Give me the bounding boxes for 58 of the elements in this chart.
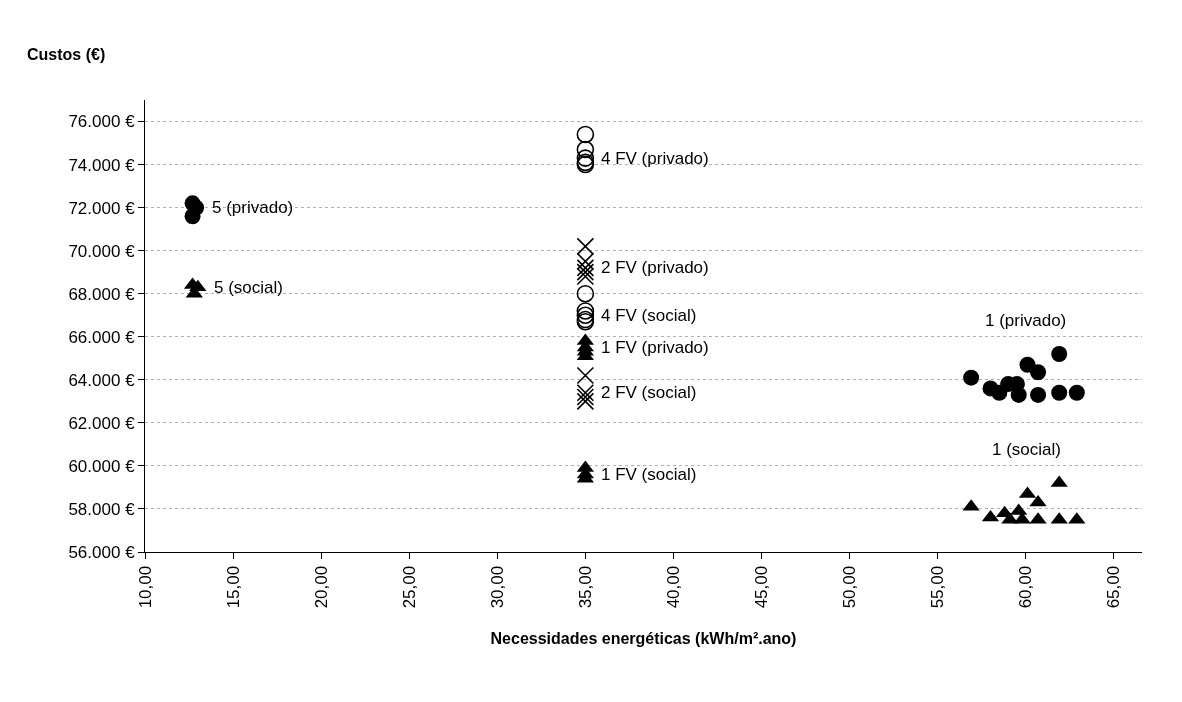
point	[576, 284, 595, 303]
x-tick-label: 30,00	[487, 565, 507, 609]
series-label: 5 (social)	[214, 278, 283, 297]
point	[1030, 386, 1047, 403]
x-tick-label: 55,00	[928, 565, 948, 609]
x-tick-label: 35,00	[575, 565, 595, 609]
series-label: 1 (social)	[992, 440, 1061, 459]
series-label: 2 FV (privado)	[601, 258, 709, 277]
x-axis-title: Necessidades energéticas (kWh/m².ano)	[490, 630, 797, 648]
point	[576, 237, 595, 256]
series-label: 5 (privado)	[212, 198, 294, 217]
y-tick-label: 72.000 €	[68, 198, 136, 218]
point	[184, 208, 201, 225]
x-tick-label: 45,00	[752, 565, 772, 609]
x-tick-label: 25,00	[399, 565, 419, 609]
y-tick-label: 68.000 €	[68, 284, 136, 304]
y-tick-label: 58.000 €	[68, 499, 136, 519]
x-tick-label: 65,00	[1104, 565, 1124, 609]
point	[576, 252, 595, 271]
point	[576, 306, 595, 325]
x-tick-label: 15,00	[223, 565, 243, 609]
point	[576, 263, 595, 281]
point	[576, 366, 595, 385]
point	[1051, 384, 1068, 401]
y-tick-label: 60.000 €	[68, 456, 136, 476]
series-label: 1 FV (social)	[601, 465, 697, 484]
point	[1068, 384, 1085, 401]
point	[576, 149, 595, 167]
y-tick-label: 64.000 €	[68, 370, 136, 390]
series-label: 4 FV (privado)	[601, 149, 709, 168]
y-tick-label: 66.000 €	[68, 327, 136, 347]
point	[1051, 345, 1068, 362]
point	[576, 140, 595, 159]
point	[576, 302, 595, 320]
series-label: 2 FV (social)	[601, 383, 697, 402]
y-tick-label: 74.000 €	[68, 155, 136, 175]
y-axis-title: Custos (€)	[27, 46, 106, 63]
x-tick-label: 10,00	[135, 565, 155, 609]
point	[576, 388, 595, 406]
point	[576, 392, 595, 411]
y-tick-label: 56.000 €	[68, 542, 136, 562]
series-label: 4 FV (social)	[601, 306, 697, 325]
x-tick-label: 60,00	[1016, 565, 1036, 609]
x-tick-label: 20,00	[311, 565, 331, 609]
x-tick-label: 50,00	[840, 565, 860, 609]
point	[576, 383, 595, 402]
point	[1030, 364, 1047, 381]
point	[576, 267, 595, 286]
series-label: 1 FV (privado)	[601, 338, 709, 357]
y-tick-label: 62.000 €	[68, 413, 136, 433]
point	[1010, 386, 1027, 403]
point	[576, 125, 595, 144]
y-tick-label: 70.000 €	[68, 241, 136, 261]
point	[963, 369, 980, 386]
y-tick-label: 76.000 €	[68, 112, 136, 132]
point	[576, 259, 595, 277]
series-label: 1 (privado)	[985, 311, 1067, 330]
x-tick-label: 40,00	[663, 565, 683, 609]
